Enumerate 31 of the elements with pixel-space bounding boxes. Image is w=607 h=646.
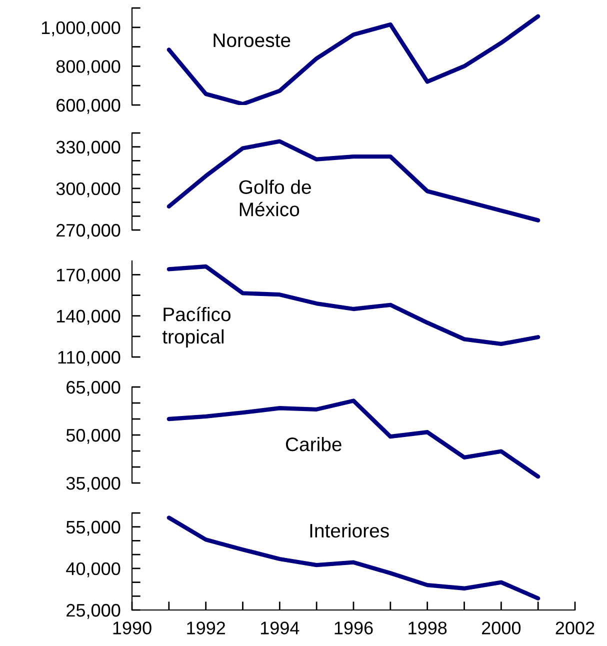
x-tick-label: 1994 [260, 622, 300, 634]
x-tick-label: 1998 [408, 622, 447, 634]
series-label: Golfo de México [239, 180, 311, 216]
y-tick-label: 40,000 [66, 562, 120, 578]
x-tick-label: 2000 [482, 622, 521, 634]
series-label: Noroeste [214, 34, 290, 48]
y-tick-label: 270,000 [56, 224, 120, 239]
y-tick-label: 300,000 [56, 182, 120, 198]
y-tick-label: 110,000 [58, 350, 120, 366]
y-tick-label: 140,000 [57, 310, 120, 325]
y-tick-label: 35,000 [66, 476, 120, 492]
line-series [166, 14, 540, 105]
y-tick-label: 25,000 [66, 604, 120, 619]
x-tick-label: 1996 [334, 622, 373, 634]
y-tick-label: 600,000 [56, 98, 120, 114]
y-tick-label: 330,000 [56, 140, 120, 156]
line-series [166, 398, 540, 479]
y-tick-label: 800,000 [56, 60, 120, 76]
x-tick-label: 1992 [187, 622, 226, 634]
x-tick-label: 2002 [556, 622, 594, 634]
x-tick-label: 1990 [113, 622, 152, 634]
line-series [166, 516, 540, 600]
series-label: Caribe [286, 436, 342, 452]
y-tick-label: 55,000 [66, 520, 120, 536]
series-label: Interiores [310, 523, 389, 538]
y-tick-label: 1,000,000 [42, 21, 120, 36]
y-tick-label: 65,000 [66, 380, 120, 396]
y-tick-label: 50,000 [66, 428, 120, 444]
line-series [166, 139, 540, 222]
y-tick-label: 170,000 [57, 268, 120, 284]
series-label: Pacífico tropical [162, 306, 230, 348]
